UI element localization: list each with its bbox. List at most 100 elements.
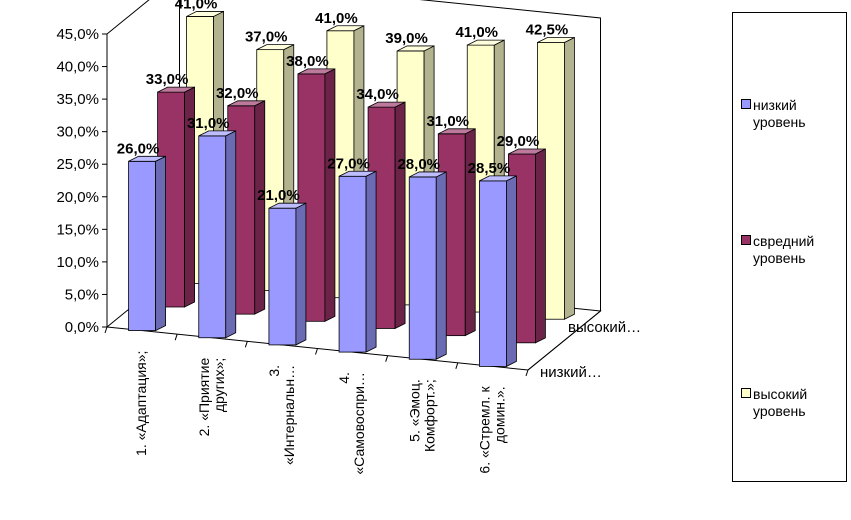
bar bbox=[268, 202, 307, 346]
data-label: 32,0% bbox=[216, 85, 259, 102]
category-label: «Интернальн… bbox=[281, 365, 297, 465]
legend-label-mid-line1: свредний bbox=[753, 233, 815, 249]
bar-top bbox=[338, 170, 377, 177]
depth-axis-label: низкий… bbox=[540, 364, 602, 381]
bar-top bbox=[508, 148, 546, 155]
legend-item-high: высокий уровень bbox=[741, 386, 846, 420]
legend-item-low: низкий уровень bbox=[741, 97, 846, 131]
category-label: «Самовоспри… bbox=[351, 372, 367, 475]
bar bbox=[479, 175, 517, 368]
data-label: 33,0% bbox=[146, 71, 189, 88]
category-label: домин.». bbox=[491, 386, 507, 443]
x-tick-mark bbox=[455, 362, 459, 369]
bar-front bbox=[338, 175, 367, 353]
y-tick-label: 10,0% bbox=[56, 254, 99, 271]
bar-top bbox=[186, 11, 224, 17]
bar-top bbox=[256, 44, 294, 51]
bar-side bbox=[225, 130, 237, 339]
y-tick-label: 5,0% bbox=[65, 286, 99, 303]
bar-top bbox=[198, 130, 236, 137]
y-tick-label: 20,0% bbox=[56, 189, 99, 206]
bar bbox=[408, 171, 447, 360]
bar-top bbox=[367, 101, 406, 108]
bar-front bbox=[198, 135, 227, 339]
chart-data-labels: 41,0% 37,0% 41,0% 39,0% 41,0% 42,5% 33,0% 32,0%… bbox=[117, 0, 568, 204]
bar-side bbox=[535, 148, 546, 344]
y-tick-label: 0,0% bbox=[65, 319, 99, 336]
legend-label-low-line2: уровень bbox=[753, 114, 806, 130]
bar-top bbox=[128, 155, 166, 162]
data-label: 31,0% bbox=[187, 115, 230, 132]
category-label: 3. bbox=[266, 365, 282, 377]
x-tick-mark bbox=[385, 355, 389, 362]
bar-front bbox=[268, 207, 297, 346]
data-label: 26,0% bbox=[117, 140, 160, 157]
bar-top bbox=[537, 37, 575, 43]
bar-top bbox=[396, 45, 435, 52]
bar-side bbox=[506, 175, 517, 368]
x-tick-mark bbox=[174, 334, 178, 341]
depth-axis-label: высокий… bbox=[568, 319, 641, 336]
side-wall-top bbox=[106, 0, 150, 35]
bar-top bbox=[438, 128, 476, 135]
bar-top bbox=[467, 39, 505, 46]
data-label: 41,0% bbox=[455, 24, 498, 41]
data-label: 29,0% bbox=[497, 133, 540, 150]
data-label: 27,0% bbox=[327, 155, 370, 172]
bar-side bbox=[254, 100, 266, 315]
data-label: 31,0% bbox=[426, 113, 469, 130]
y-tick-label: 40,0% bbox=[56, 59, 99, 76]
data-label: 39,0% bbox=[385, 30, 428, 47]
y-tick-label: 45,0% bbox=[56, 26, 99, 43]
data-label: 28,5% bbox=[468, 160, 511, 177]
bar-front bbox=[128, 160, 156, 331]
y-tick-label: 35,0% bbox=[56, 91, 99, 108]
data-label: 28,0% bbox=[397, 156, 440, 173]
bar-side bbox=[435, 171, 447, 360]
x-tick-mark bbox=[104, 326, 108, 334]
bar-front bbox=[408, 176, 437, 360]
bar bbox=[338, 170, 377, 353]
x-tick-mark bbox=[315, 348, 318, 355]
category-label: 5. «Эмоц. bbox=[406, 379, 422, 442]
category-label: других»; bbox=[211, 358, 227, 412]
legend: низкий уровень свредний уровень высокий … bbox=[732, 12, 847, 482]
legend-item-mid: свредний уровень bbox=[741, 233, 846, 267]
legend-swatch-low bbox=[741, 99, 751, 109]
legend-label-low-line1: низкий bbox=[753, 97, 797, 113]
category-label: 2. «Приятие bbox=[196, 358, 212, 437]
legend-label-high-line1: высокий bbox=[753, 386, 808, 402]
bar-side bbox=[295, 202, 307, 346]
x-tick-mark bbox=[244, 341, 248, 348]
bar-top bbox=[227, 100, 265, 107]
category-label: Комфорт.»; bbox=[421, 379, 437, 452]
x-tick-mark bbox=[525, 369, 529, 377]
bar bbox=[198, 130, 237, 339]
data-label: 41,0% bbox=[175, 0, 218, 12]
depth-axis-line bbox=[527, 310, 601, 371]
data-label: 42,5% bbox=[526, 21, 569, 38]
bar-top bbox=[157, 86, 195, 93]
bar-top bbox=[409, 171, 447, 178]
bar-side bbox=[564, 36, 575, 320]
bar-top bbox=[297, 68, 336, 75]
bar-side bbox=[394, 101, 406, 330]
bar-side bbox=[365, 170, 377, 353]
chart-axes: 0,0% 5,0% 10,0% 15,0% 20,0% 25,0% 30,0% 35,0% 40… bbox=[56, 0, 641, 381]
category-label: 1. «Адаптация»; bbox=[133, 351, 149, 456]
legend-label-high-line2: уровень bbox=[753, 403, 806, 419]
y-tick-label: 25,0% bbox=[56, 156, 99, 173]
legend-swatch-high bbox=[741, 388, 751, 398]
bar-side bbox=[155, 155, 166, 332]
data-label: 37,0% bbox=[245, 29, 288, 46]
bar-top bbox=[479, 175, 517, 182]
data-label: 38,0% bbox=[286, 53, 329, 70]
chart-category-labels: 1. «Адаптация»; 2. «Приятие других»; 3. «Инт… bbox=[133, 351, 507, 475]
category-label: 6. «Стремл. к bbox=[476, 386, 492, 474]
bar bbox=[128, 155, 166, 332]
data-label: 41,0% bbox=[315, 10, 358, 27]
y-tick-label: 15,0% bbox=[56, 221, 99, 238]
category-label: 4. bbox=[336, 372, 352, 384]
bar-top bbox=[326, 25, 365, 32]
